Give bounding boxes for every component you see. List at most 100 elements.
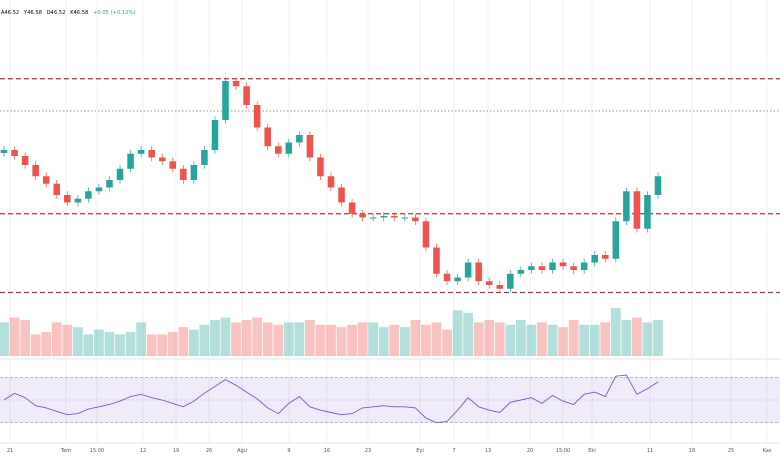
candle-3 [32,161,39,180]
x-tick-label-5: 26 [206,448,212,454]
candle-50 [528,262,535,274]
x-tick-label-17: 18 [689,448,695,454]
volume-bar-15 [157,334,168,356]
volume-bar-47 [494,322,505,356]
volume-bar-55 [579,324,590,356]
rsi-line [3,374,659,424]
candle-27 [285,138,293,158]
candle-23 [243,82,250,109]
volume-bar-56 [589,324,600,356]
x-tick-label-12: 13 [485,448,491,454]
volume-bar-23 [241,320,252,356]
volume-bar-62 [653,320,663,356]
volume-bar-19 [199,324,210,356]
candle-14 [148,146,155,162]
volume-bar-36 [378,327,389,356]
candle-61 [644,191,651,233]
candle-12 [127,150,134,173]
volume-bar-26 [273,324,284,356]
candle-45 [475,258,482,285]
ohlc-change: +0.05 (+0.12%) [93,10,136,16]
candle-41 [433,243,440,278]
volume-bar-32 [336,327,347,356]
candle-31 [327,172,335,192]
ohlc-readout: A46.52 Y46.58 D46.52 K46.58 +0.05 (+0.12… [1,10,138,16]
volume-bar-25 [262,322,273,356]
volume-bar-0 [0,322,9,356]
x-tick-label-13: 20 [527,448,533,454]
volume-bar-22 [231,322,241,356]
volume-bar-59 [621,320,632,356]
candle-59 [623,187,630,225]
candle-46 [485,277,493,289]
candle-4 [42,172,50,188]
x-tick-label-10: Eyl [416,448,424,454]
candle-43 [454,273,461,285]
volume-bar-8 [83,334,94,356]
volume-bar-3 [30,334,41,356]
volume-bar-42 [442,329,452,356]
volume-bar-41 [431,322,442,356]
volume-bar-4 [41,332,52,356]
candle-39 [412,213,419,225]
candle-36 [380,212,388,222]
ohlc-high: Y46.58 [24,10,43,16]
volume-bar-57 [600,322,611,356]
candle-55 [580,258,588,274]
volume-bar-39 [410,320,421,356]
candle-58 [612,217,620,263]
candle-17 [180,165,187,184]
volume-bar-29 [305,320,315,356]
volume-bar-60 [632,317,642,356]
volume-bar-58 [610,308,621,356]
volume-bar-9 [94,329,104,356]
volume-bar-53 [558,327,568,356]
candle-42 [443,270,451,285]
candle-37 [391,212,398,222]
volume-bar-18 [188,329,199,356]
x-tick-label-3: 12 [140,448,146,454]
candle-15 [158,153,166,165]
volume-bar-12 [125,332,136,356]
candle-53 [559,258,567,270]
volume-bar-17 [178,327,189,356]
candle-6 [64,191,71,207]
candle-5 [53,180,61,199]
candle-47 [496,281,504,293]
volume-bar-49 [515,320,526,356]
volume-bar-7 [72,327,83,356]
x-tick-label-15: Eki [588,448,595,454]
candle-20 [211,116,219,154]
candle-40 [422,217,430,252]
candle-29 [306,131,314,162]
volume-bar-35 [368,322,379,356]
volume-bar-50 [526,324,537,356]
candle-57 [601,251,609,263]
candle-34 [359,210,366,222]
candle-9 [95,183,103,195]
candle-30 [317,153,324,180]
candle-26 [274,142,282,158]
candle-7 [74,195,82,207]
ohlc-open: A46.52 [1,10,20,16]
candle-48 [507,270,514,293]
volume-bar-54 [568,320,579,356]
volume-bar-40 [421,324,431,356]
candle-54 [570,262,577,274]
volume-bar-16 [167,332,178,356]
candle-35 [369,213,377,222]
candle-8 [85,187,92,203]
volume-bar-52 [547,324,558,356]
volume-bar-11 [115,334,125,356]
x-tick-label-7: 9 [287,448,290,454]
candle-44 [464,258,472,282]
candle-25 [264,123,271,150]
volume-bar-61 [642,322,653,356]
x-tick-label-4: 19 [173,448,179,454]
ohlc-close: K46.58 [70,10,89,16]
volume-bar-24 [252,317,263,356]
candle-13 [137,146,145,158]
candle-21 [222,77,229,124]
